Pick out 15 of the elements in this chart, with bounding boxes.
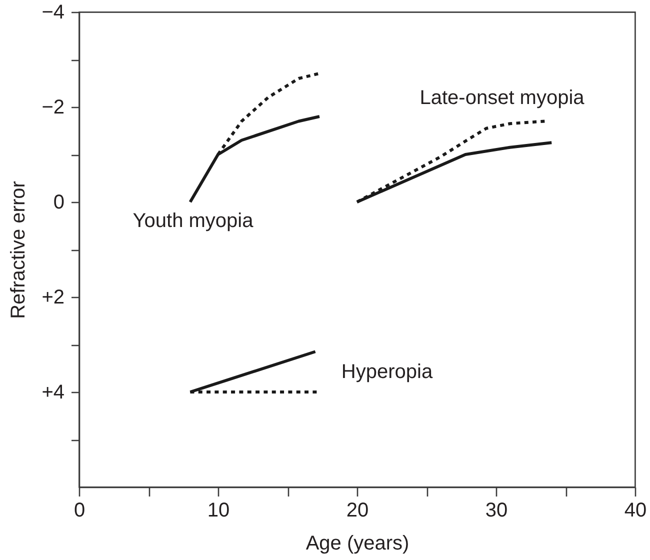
annotation: Hyperopia bbox=[341, 361, 434, 383]
y-axis-title: Refractive error bbox=[8, 180, 30, 319]
x-tick-label: 40 bbox=[624, 500, 647, 522]
x-tick-label: 30 bbox=[485, 500, 508, 522]
annotation: Youth myopia bbox=[132, 210, 254, 232]
y-tick-label: +4 bbox=[42, 382, 64, 404]
y-tick-label: 0 bbox=[53, 192, 64, 214]
x-tick-label: 10 bbox=[207, 500, 230, 522]
annotation: Late-onset myopia bbox=[420, 87, 586, 109]
x-tick-label: 0 bbox=[74, 500, 86, 522]
x-axis-title: Age (years) bbox=[306, 532, 410, 554]
y-tick-label: −4 bbox=[42, 2, 64, 24]
x-tick-label: 20 bbox=[346, 500, 369, 522]
y-tick-label: +2 bbox=[42, 286, 64, 308]
y-tick-label: −2 bbox=[42, 96, 64, 118]
